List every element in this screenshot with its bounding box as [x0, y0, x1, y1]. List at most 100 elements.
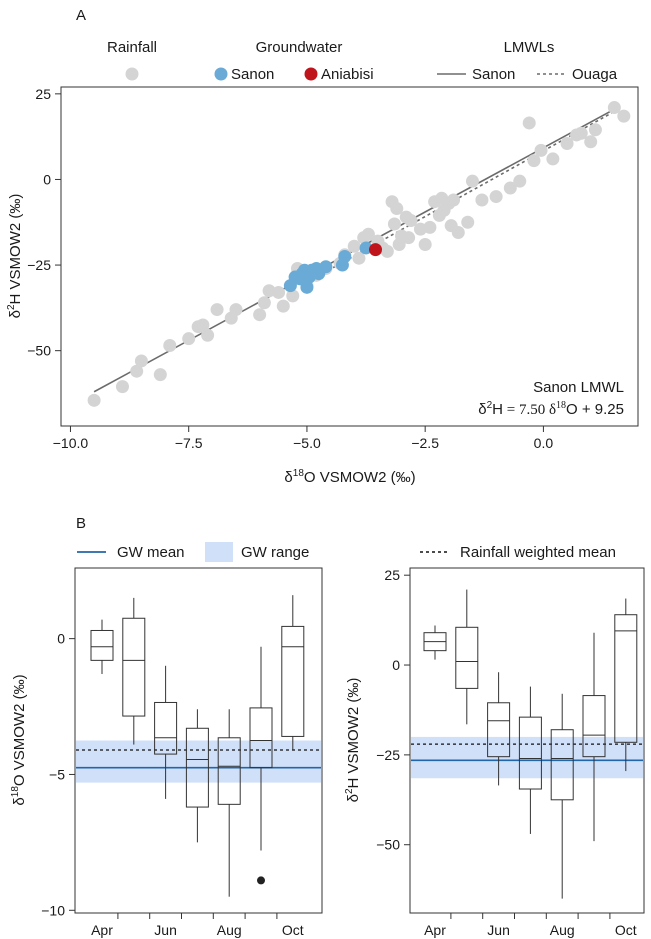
br-ylabel-delta: δ — [345, 794, 362, 802]
rainfall-point — [546, 152, 560, 166]
legend-lmwl-ouaga-label: Ouaga — [572, 66, 618, 83]
rainfall-point — [503, 181, 517, 195]
rainfall-point — [461, 215, 475, 229]
panel-b-left-x-ticks: Apr Jun Aug Oct — [91, 913, 304, 938]
rainfall-point — [489, 190, 503, 204]
legend-rain-mean-label: Rainfall weighted mean — [460, 544, 616, 561]
x-tick-label: −5.0 — [293, 435, 321, 451]
legend-groundwater-header: Groundwater — [256, 39, 343, 56]
rainfall-point — [201, 328, 215, 342]
box-may-iqr — [455, 626, 479, 689]
y-tick-label: −5 — [49, 766, 65, 782]
rainfall-point — [380, 244, 394, 258]
panel-b-left-y-label: δ18O VSMOW2 (‰) — [10, 674, 28, 805]
legend-sanon-marker — [214, 67, 228, 81]
panel-b-right-y-ticks: 25 0 −25 −50 — [376, 567, 410, 853]
gw-range-band — [411, 736, 643, 779]
box-aug-iqr — [550, 729, 574, 801]
rainfall-point — [418, 238, 432, 252]
bl-ylabel-delta: δ — [11, 797, 28, 805]
eq-sup-18: 18 — [556, 400, 566, 411]
rainfall-point — [513, 174, 527, 188]
xlabel-delta: δ — [284, 469, 292, 486]
rainfall-point — [522, 116, 536, 130]
box-oct-iqr — [614, 614, 638, 743]
x-tick-label: Jun — [487, 922, 510, 938]
box-aug-iqr — [217, 737, 241, 805]
y-tick-label: 0 — [43, 171, 51, 187]
x-tick-label: Apr — [424, 922, 446, 938]
rainfall-point — [387, 217, 401, 231]
rainfall-point — [475, 193, 489, 207]
x-tick-label: 0.0 — [534, 435, 554, 451]
y-tick-label: 0 — [392, 657, 400, 673]
rainfall-point — [560, 137, 574, 150]
rainfall-point — [257, 296, 271, 310]
rainfall-point — [607, 101, 621, 115]
ylabel-delta: δ — [7, 310, 24, 318]
panel-b-label: B — [76, 515, 86, 532]
rainfall-point — [229, 303, 243, 317]
rainfall-point — [584, 135, 598, 149]
rainfall-point — [574, 126, 588, 140]
panel-a-y-label: δ2H VSMOW2 (‰) — [6, 194, 24, 319]
eq-tail: O + 9.25 — [566, 401, 624, 418]
box-may-iqr — [122, 617, 146, 717]
rainfall-point — [361, 227, 375, 241]
box-jul-iqr — [185, 727, 209, 808]
y-tick-label: −50 — [27, 343, 51, 359]
gw-range-band — [76, 740, 321, 783]
rainfall-point — [617, 109, 631, 123]
panel-b-right-boxes — [423, 589, 638, 899]
panel-b-left-gw-band — [76, 740, 321, 783]
rainfall-point — [451, 226, 465, 240]
rainfall-point — [286, 289, 300, 303]
eq-h: H — [492, 401, 503, 418]
x-tick-label: Jun — [154, 922, 177, 938]
panel-b-left-y-ticks: 0 −5 −10 — [41, 631, 75, 918]
panel-a-label: A — [76, 7, 86, 24]
lmwl-annotation-equation: δ2H = 7.50 δ18O + 9.25 — [478, 400, 624, 418]
panel-a-x-ticks: −10.0 −7.5 −5.0 −2.5 0.0 — [53, 426, 554, 451]
rainfall-point — [527, 154, 541, 168]
legend-gw-mean-label: GW mean — [117, 544, 185, 561]
rainfall-point — [404, 214, 418, 228]
rainfall-point — [347, 239, 361, 253]
legend-gw-range-swatch — [205, 542, 233, 562]
rainfall-point — [196, 318, 210, 332]
rainfall-point — [588, 123, 602, 137]
rainfall-point — [423, 220, 437, 234]
rainfall-point — [163, 339, 177, 353]
lmwl-annotation-title: Sanon LMWL — [533, 379, 624, 396]
x-tick-label: Oct — [282, 922, 304, 938]
rainfall-point — [182, 332, 196, 346]
rainfall-point — [210, 303, 224, 317]
x-tick-label: −10.0 — [53, 435, 89, 451]
x-tick-label: Apr — [91, 922, 113, 938]
y-tick-label: 0 — [57, 631, 65, 647]
aniabisi-point — [369, 243, 383, 257]
rainfall-point — [134, 354, 148, 368]
rainfall-point — [115, 380, 129, 394]
rainfall-point — [153, 368, 167, 382]
rainfall-point — [402, 231, 416, 245]
legend-gw-range-label: GW range — [241, 544, 309, 561]
panel-b-left-frame — [74, 567, 323, 914]
x-tick-label: −2.5 — [411, 435, 439, 451]
panel-b-right-gw-band — [411, 736, 643, 779]
y-tick-label: 25 — [384, 567, 400, 583]
eq-sup-2: 2 — [487, 400, 493, 411]
box-jun-iqr — [154, 701, 178, 755]
ylabel-rest: H VSMOW2 (‰) — [7, 194, 24, 305]
legend-sanon-label: Sanon — [231, 66, 274, 83]
y-tick-label: −25 — [376, 747, 400, 763]
y-tick-label: 25 — [35, 86, 51, 102]
rainfall-point — [253, 308, 267, 322]
y-tick-label: −10 — [41, 902, 65, 918]
rainfall-point — [390, 202, 404, 216]
x-tick-label: Aug — [550, 922, 575, 938]
box-apr-iqr — [90, 629, 114, 661]
box-jul-iqr — [518, 716, 542, 790]
rainfall-point — [534, 143, 548, 157]
